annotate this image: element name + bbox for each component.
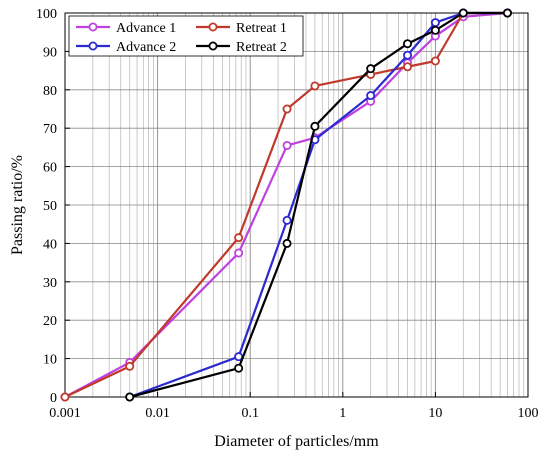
series-retreat-2 [125,8,512,402]
y-tick-label: 40 [43,237,57,252]
x-tick-label: 1 [339,406,346,421]
series-layer [60,8,512,402]
y-tick-label: 100 [36,7,57,22]
legend: Advance 1 Retreat 1 Advance 2 Retreat 2 [68,15,304,57]
data-point-retreat-2 [458,8,468,18]
x-tick-label: 0.01 [145,406,170,421]
y-tick-label: 20 [43,314,57,329]
data-point-retreat-1 [125,361,135,371]
data-point-retreat-1 [430,56,440,66]
legend-label-retreat-1: Retreat 1 [236,21,287,36]
data-point-retreat-1 [234,233,244,243]
data-point-advance-2 [282,215,292,225]
x-tick-label: 100 [518,406,539,421]
y-tick-label: 80 [43,84,57,99]
series-line-advance-1 [64,11,508,398]
legend-swatch-marker-retreat-2 [208,41,218,51]
x-tick-label: 0.001 [49,406,81,421]
y-tick-label: 50 [43,199,57,214]
data-point-advance-1 [234,248,244,258]
legend-swatch-marker-retreat-1 [208,22,218,32]
data-point-advance-1 [282,140,292,150]
x-tick-label: 0.1 [241,406,259,421]
data-point-advance-2 [403,50,413,60]
legend-label-retreat-2: Retreat 2 [236,40,287,55]
data-point-retreat-1 [282,104,292,114]
y-tick-label: 60 [43,161,57,176]
data-point-retreat-1 [403,62,413,72]
legend-label-advance-1: Advance 1 [116,21,176,36]
data-point-retreat-2 [430,25,440,35]
legend-swatch-marker-advance-1 [88,22,98,32]
data-point-retreat-2 [403,39,413,49]
series-line-retreat-1 [64,11,508,398]
y-tick-label: 30 [43,276,57,291]
y-tick-label: 70 [43,122,57,137]
ticks-layer: 0.001 0.01 0.1 1 10 100 0 10 20 30 40 50 60 70 80 90 100 [36,7,539,421]
data-point-retreat-2 [310,121,320,131]
legend-swatch-marker-advance-2 [88,41,98,51]
y-tick-label: 10 [43,353,57,368]
legend-box [68,15,304,57]
data-point-retreat-2 [234,363,244,373]
y-tick-label: 90 [43,45,57,60]
data-point-retreat-2 [502,8,512,18]
data-point-retreat-2 [125,392,135,402]
x-tick-label: 10 [428,406,442,421]
series-retreat-1 [60,8,512,402]
data-point-retreat-1 [310,81,320,91]
data-point-advance-2 [430,18,440,28]
y-axis-title: Passing ratio/% [9,155,26,255]
data-point-advance-2 [366,91,376,101]
data-point-retreat-1 [60,392,70,402]
legend-label-advance-2: Advance 2 [116,40,176,55]
data-point-retreat-2 [366,64,376,74]
x-axis-title: Diameter of particles/mm [214,433,379,450]
data-point-retreat-2 [282,238,292,248]
y-tick-label: 0 [50,391,57,406]
